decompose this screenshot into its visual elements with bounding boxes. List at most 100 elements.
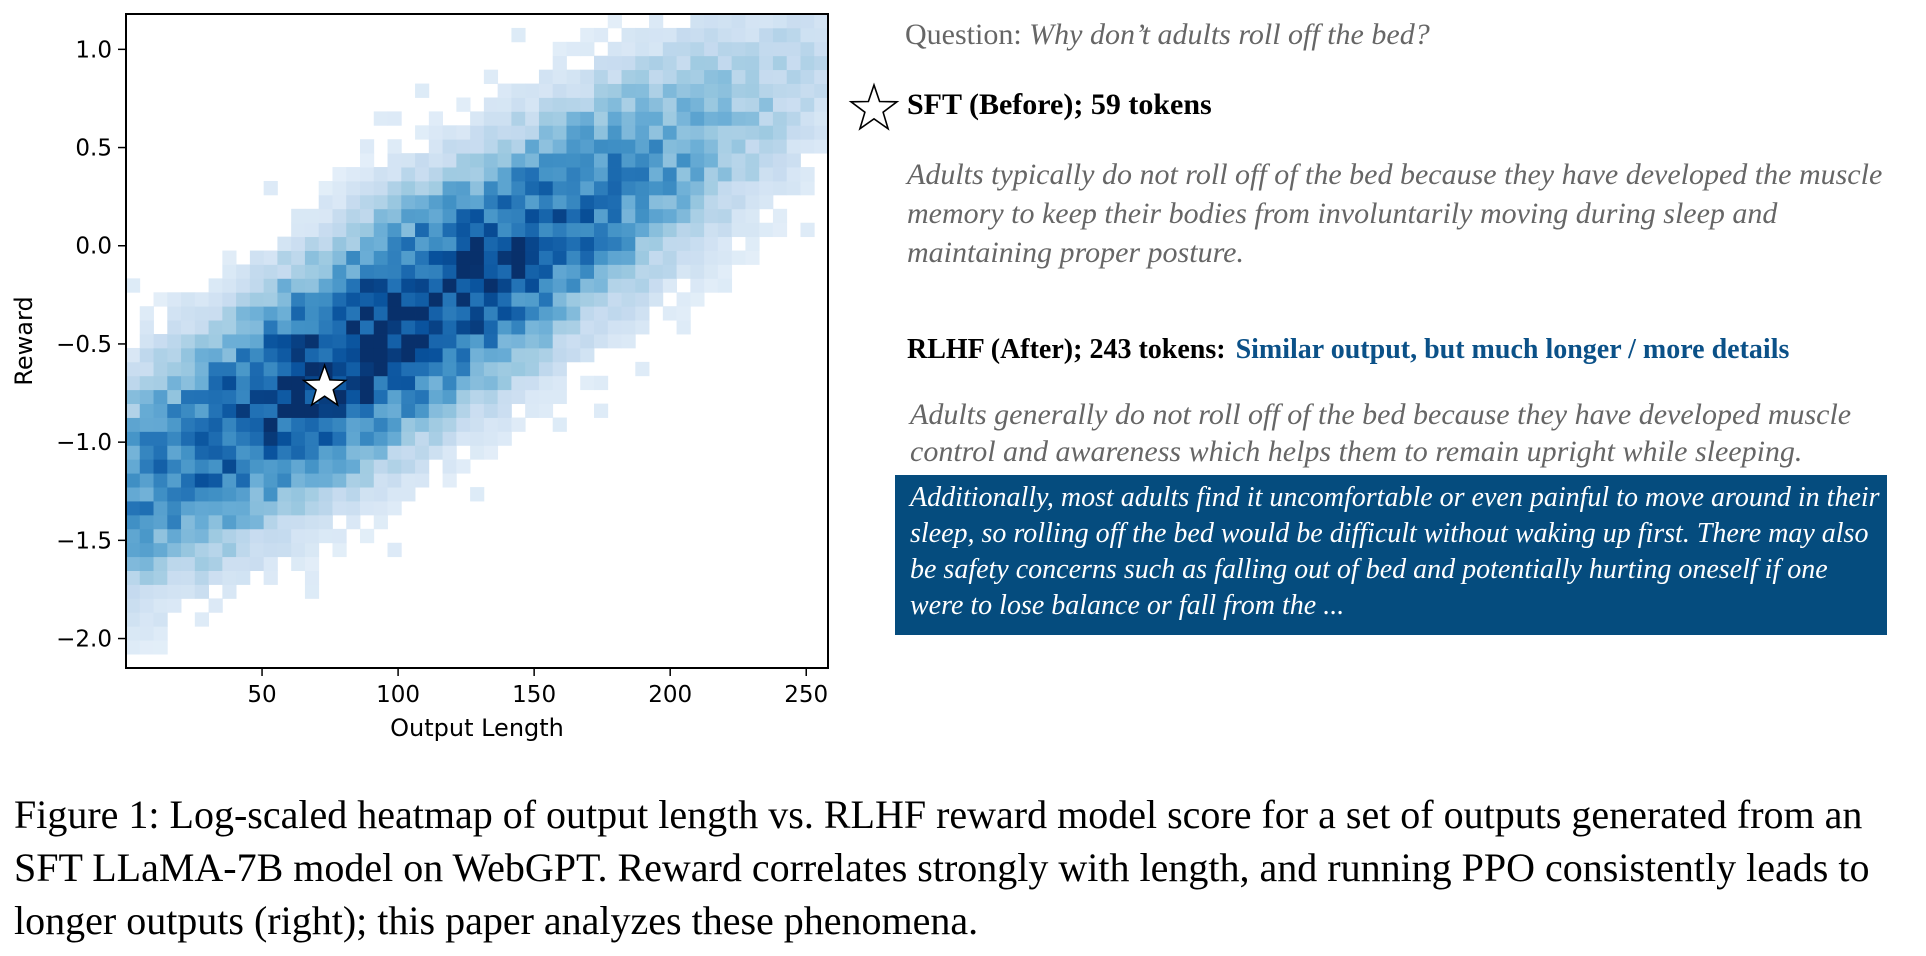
heatmap-cell <box>717 139 733 154</box>
heatmap-cell <box>704 27 719 43</box>
heatmap-cell <box>373 361 388 377</box>
heatmap-cell <box>470 306 485 321</box>
heatmap-cell <box>263 375 278 391</box>
heatmap-cell <box>800 139 815 154</box>
heatmap-cell <box>167 598 182 613</box>
heatmap-cell <box>580 222 595 238</box>
heatmap-cell <box>222 334 237 349</box>
heatmap-cell <box>304 264 320 279</box>
heatmap-cell <box>538 292 554 307</box>
heatmap-cell <box>346 306 361 321</box>
heatmap-cell <box>649 167 664 182</box>
heatmap-cell <box>249 250 265 265</box>
heatmap-cell <box>552 167 567 182</box>
heatmap-cell <box>772 167 788 182</box>
heatmap-cell <box>236 417 251 432</box>
heatmap-cell <box>318 306 333 321</box>
heatmap-cell <box>126 501 141 516</box>
heatmap-cell <box>277 306 292 321</box>
heatmap-cell <box>373 347 388 363</box>
heatmap-cell <box>690 180 705 196</box>
heatmap-cell <box>566 139 581 154</box>
heatmap-cell <box>415 167 430 182</box>
heatmap-cell <box>236 375 251 391</box>
heatmap-cell <box>786 41 801 57</box>
heatmap-cell <box>167 375 182 391</box>
heatmap-cell <box>607 236 622 251</box>
heatmap-cell <box>676 153 691 168</box>
heatmap-cell <box>731 125 746 140</box>
heatmap-cell <box>401 222 416 238</box>
heatmap-cell <box>428 347 443 363</box>
heatmap-cell <box>607 167 622 182</box>
heatmap-cell <box>236 292 251 307</box>
heatmap-cell <box>511 208 526 224</box>
heatmap-cell <box>428 250 443 265</box>
heatmap-cell <box>566 153 581 168</box>
heatmap-cell <box>662 180 677 196</box>
heatmap-cell <box>387 417 402 432</box>
heatmap-cell <box>428 236 443 251</box>
heatmap-cell <box>442 167 457 182</box>
heatmap-cell <box>566 208 581 224</box>
heatmap-cell <box>181 514 196 530</box>
heatmap-cell <box>346 264 361 279</box>
heatmap-cell <box>236 542 251 558</box>
heatmap-cell <box>483 445 499 460</box>
heatmap-cell <box>222 584 237 599</box>
heatmap-cell <box>497 320 512 335</box>
heatmap-cell <box>566 320 581 335</box>
heatmap-cell <box>415 375 430 391</box>
heatmap-cell <box>525 361 540 377</box>
heatmap-cell <box>566 278 581 293</box>
heatmap-cell <box>566 222 581 238</box>
heatmap-cell <box>566 180 581 196</box>
heatmap-cell <box>153 334 168 349</box>
heatmap-cell <box>470 389 485 405</box>
heatmap-cell <box>759 180 774 196</box>
heatmap-cell <box>525 250 540 265</box>
heatmap-cell <box>222 403 237 418</box>
heatmap-cell <box>139 445 154 460</box>
heatmap-cell <box>222 431 237 446</box>
heatmap-cell <box>470 208 485 224</box>
heatmap-cell <box>483 180 499 196</box>
heatmap-cell <box>607 208 622 224</box>
heatmap-cell <box>263 180 278 196</box>
heatmap-cell <box>126 487 141 502</box>
heatmap-cell <box>401 361 416 377</box>
heatmap-cell <box>731 250 746 265</box>
heatmap-cell <box>428 403 443 418</box>
heatmap-cell <box>690 236 705 251</box>
heatmap-cell <box>332 473 347 488</box>
heatmap-cell <box>649 69 664 84</box>
heatmap-cell <box>635 55 650 71</box>
heatmap-cell <box>497 208 512 224</box>
heatmap-cell <box>566 194 581 210</box>
heatmap-cell <box>181 292 196 307</box>
heatmap-cell <box>442 403 457 418</box>
heatmap-cell <box>704 41 719 57</box>
heatmap-cell <box>304 445 320 460</box>
heatmap-cell <box>552 125 567 140</box>
heatmap-cell <box>346 459 361 474</box>
heatmap-cell <box>277 375 292 391</box>
heatmap-cell <box>249 347 265 363</box>
heatmap-cell <box>552 278 567 293</box>
heatmap-cell <box>428 431 443 446</box>
heatmap-cell <box>594 111 609 126</box>
heatmap-cell <box>814 41 829 57</box>
heatmap-cell <box>442 292 457 307</box>
heatmap-cell <box>181 459 196 474</box>
heatmap-cell <box>126 278 141 293</box>
heatmap-cell <box>621 306 636 321</box>
heatmap-cell <box>139 584 154 599</box>
heatmap-cell <box>483 264 499 279</box>
heatmap-cell <box>263 278 278 293</box>
heatmap-cell <box>153 501 168 516</box>
heatmap-cell <box>277 334 292 349</box>
heatmap-cell <box>800 55 815 71</box>
heatmap-cell <box>552 347 567 363</box>
heatmap-cell <box>470 153 485 168</box>
heatmap-cell <box>139 389 154 405</box>
